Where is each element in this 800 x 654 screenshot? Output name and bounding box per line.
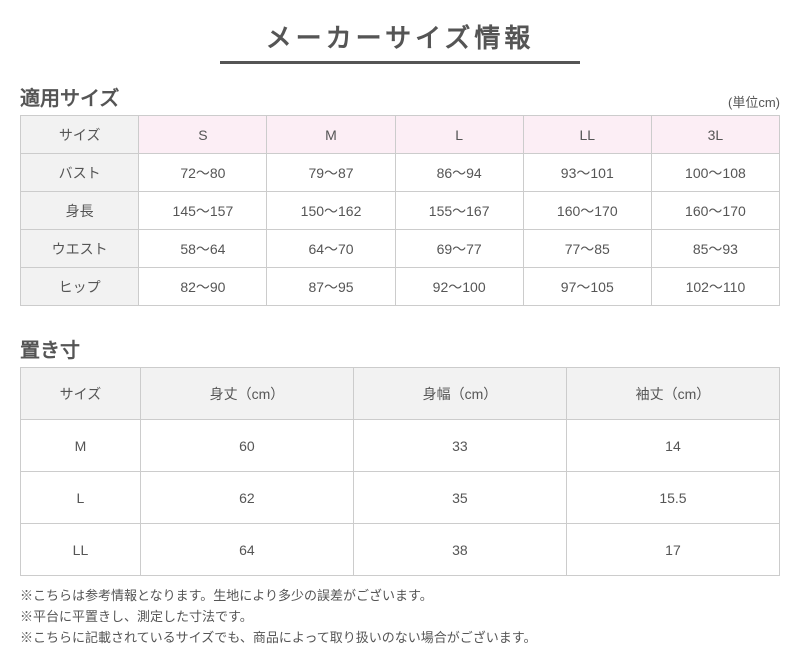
cell: 92～100 (395, 268, 523, 306)
row-label-hip: ヒップ (21, 268, 139, 306)
cell: 69～77 (395, 230, 523, 268)
cell: 100～108 (651, 154, 779, 192)
table1-col-l: L (395, 116, 523, 154)
note-line: ※こちらは参考情報となります。生地により多少の誤差がございます。 (20, 586, 780, 607)
cell: 14 (566, 420, 779, 472)
notes: ※こちらは参考情報となります。生地により多少の誤差がございます。 ※平台に平置き… (20, 586, 780, 648)
okisun-table: サイズ 身丈（cm） 身幅（cm） 袖丈（cm） M 60 33 14 L 62… (20, 367, 780, 576)
table-row: L 62 35 15.5 (21, 472, 780, 524)
row-label-bust: バスト (21, 154, 139, 192)
cell: 150～162 (267, 192, 395, 230)
table1-title: 適用サイズ (20, 82, 119, 111)
cell: 155～167 (395, 192, 523, 230)
cell: 87～95 (267, 268, 395, 306)
unit-label: (単位cm) (728, 92, 780, 111)
cell: L (21, 472, 141, 524)
cell: 145～157 (139, 192, 267, 230)
table1-col-ll: LL (523, 116, 651, 154)
cell: 58～64 (139, 230, 267, 268)
cell: 62 (140, 472, 353, 524)
cell: M (21, 420, 141, 472)
table2-title: 置き寸 (20, 334, 80, 363)
cell: 93～101 (523, 154, 651, 192)
row-label-height: 身長 (21, 192, 139, 230)
cell: 77～85 (523, 230, 651, 268)
table1-size-label: サイズ (21, 116, 139, 154)
table-row: ヒップ 82～90 87～95 92～100 97～105 102～110 (21, 268, 780, 306)
cell: 72～80 (139, 154, 267, 192)
cell: 160～170 (651, 192, 779, 230)
table2-header-row: 置き寸 (20, 334, 780, 363)
table-row: ウエスト 58～64 64～70 69～77 77～85 85～93 (21, 230, 780, 268)
page-title: メーカーサイズ情報 (220, 18, 580, 64)
table-row: LL 64 38 17 (21, 524, 780, 576)
cell: 38 (353, 524, 566, 576)
table1-col-3l: 3L (651, 116, 779, 154)
cell: 97～105 (523, 268, 651, 306)
cell: 64 (140, 524, 353, 576)
cell: 79～87 (267, 154, 395, 192)
table-row: バスト 72～80 79～87 86～94 93～101 100～108 (21, 154, 780, 192)
cell: 33 (353, 420, 566, 472)
table2-header: サイズ 身丈（cm） 身幅（cm） 袖丈（cm） (21, 368, 780, 420)
cell: 64～70 (267, 230, 395, 268)
cell: 60 (140, 420, 353, 472)
cell: 15.5 (566, 472, 779, 524)
table-row: 身長 145～157 150～162 155～167 160～170 160～1… (21, 192, 780, 230)
cell: 102～110 (651, 268, 779, 306)
table1-header: サイズ S M L LL 3L (21, 116, 780, 154)
row-label-waist: ウエスト (21, 230, 139, 268)
table2-col-size: サイズ (21, 368, 141, 420)
table2-col-mihaba: 身幅（cm） (353, 368, 566, 420)
cell: 35 (353, 472, 566, 524)
cell: LL (21, 524, 141, 576)
table2-col-mitake: 身丈（cm） (140, 368, 353, 420)
cell: 82～90 (139, 268, 267, 306)
table1-header-row: 適用サイズ (単位cm) (20, 82, 780, 111)
cell: 160～170 (523, 192, 651, 230)
table1-col-s: S (139, 116, 267, 154)
cell: 17 (566, 524, 779, 576)
table1-col-m: M (267, 116, 395, 154)
note-line: ※こちらに記載されているサイズでも、商品によって取り扱いのない場合がございます。 (20, 628, 780, 649)
applicable-size-table: サイズ S M L LL 3L バスト 72～80 79～87 86～94 93… (20, 115, 780, 306)
table-row: M 60 33 14 (21, 420, 780, 472)
table2-col-sode: 袖丈（cm） (566, 368, 779, 420)
note-line: ※平台に平置きし、測定した寸法です。 (20, 607, 780, 628)
cell: 86～94 (395, 154, 523, 192)
cell: 85～93 (651, 230, 779, 268)
